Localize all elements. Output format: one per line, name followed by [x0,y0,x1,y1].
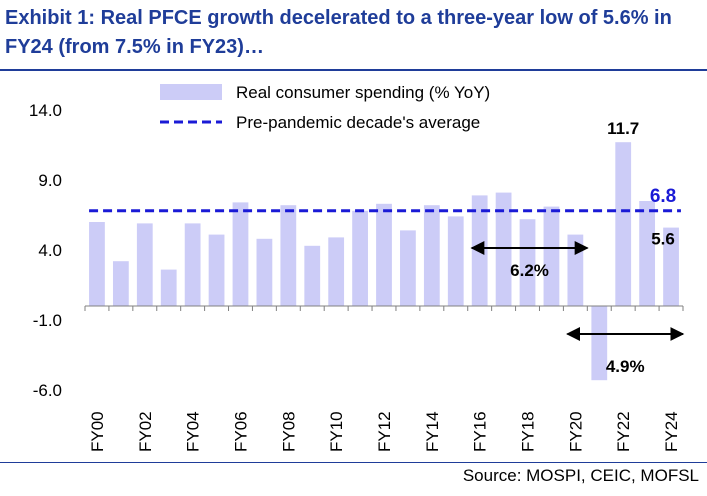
bar-fy19 [543,206,560,306]
x-tick-label: FY08 [279,411,298,452]
chart: 14.09.04.0-1.0-6.0 FY00 FY02 FY04 FY06 FY08 F… [29,83,685,452]
x-tick-label: FY22 [614,411,633,452]
bar-fy02 [136,223,153,306]
y-tick-label: -1.0 [33,311,62,330]
x-tick-label: FY16 [471,411,490,452]
x-tick-label: FY04 [184,411,203,452]
y-tick-label: -6.0 [33,381,62,400]
source-note: Source: MOSPI, CEIC, MOFSL [462,466,699,485]
legend-line-label: Pre-pandemic decade's average [236,113,480,132]
y-tick-label: 9.0 [38,171,62,190]
bar-fy06 [232,202,249,306]
x-axis-ticks: FY00 FY02 FY04 FY06 FY08 FY10 FY12 FY14 FY16 FY18… [84,306,684,452]
bar-fy12 [376,203,392,306]
bar-fy15 [447,216,464,306]
annotation-label: 4.9% [606,357,645,376]
bar-fy03 [160,269,177,306]
bar-fy10 [328,237,345,306]
bar-fy09 [304,245,321,306]
bar-fy22 [615,142,632,306]
x-tick-label: FY10 [327,411,346,452]
data-labels: 11.7 6.8 5.6 [607,119,676,248]
title-divider [0,69,707,71]
bar-fy07 [256,238,273,306]
x-tick-label: FY14 [423,411,442,452]
bar-fy01 [112,261,129,306]
bar-fy11 [352,210,368,306]
x-tick-label: FY24 [662,411,681,452]
bar-fy00 [89,222,105,306]
bar-fy24 [663,227,679,306]
bar-fy08 [280,205,297,306]
data-label-average: 6.8 [650,186,676,207]
annotation-label: 6.2% [510,261,549,280]
bar-fy05 [208,234,225,306]
x-tick-label: FY00 [88,411,107,452]
y-tick-label: 14.0 [29,101,62,120]
bar-fy14 [423,205,440,306]
annotations: 6.2% 4.9% [470,241,685,376]
bar-fy20 [567,234,584,306]
bars [89,142,679,381]
chart-title: Exhibit 1: Real PFCE growth decelerated … [5,7,672,58]
source-divider [0,462,707,463]
data-label-fy24: 5.6 [651,230,675,249]
x-tick-label: FY02 [136,411,155,452]
data-label-fy22: 11.7 [607,119,639,138]
legend-bar-swatch [160,84,222,100]
bar-fy18 [519,219,536,306]
y-axis-labels: 14.0 9.0 4.0 -1.0 -6.0 [29,101,62,400]
legend-bar-label: Real consumer spending (% YoY) [236,83,490,102]
x-tick-label: FY12 [375,411,394,452]
y-tick-label: 4.0 [38,241,62,260]
bar-fy13 [400,230,416,306]
bar-fy04 [184,223,201,306]
legend: Real consumer spending (% YoY) Pre-pande… [160,83,490,132]
x-tick-label: FY06 [231,411,250,452]
x-tick-label: FY20 [566,411,585,452]
bar-fy23 [639,201,656,306]
bar-fy21 [591,306,608,381]
x-tick-label: FY18 [519,411,538,452]
